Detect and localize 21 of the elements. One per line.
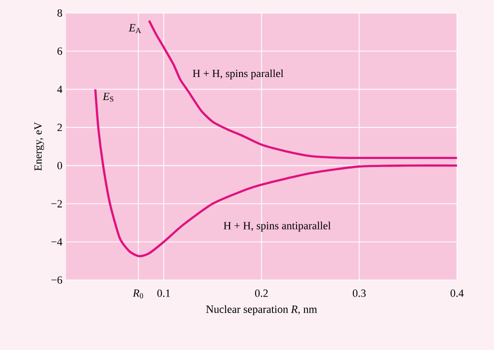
y-tick-label: 0: [57, 162, 62, 170]
x-tick-label: 0.4: [450, 290, 464, 297]
line-series: [94, 88, 458, 258]
x-tick-label: R$_{0}$: [132, 290, 144, 298]
x-tick-label: 0.2: [255, 290, 268, 297]
y-tick-label: 6: [57, 47, 62, 55]
x-tick-label: 0.3: [352, 290, 366, 297]
x-axis-title: Nuclear separation R, nm: [206, 305, 318, 316]
series-label: E$_{A}$: [128, 24, 142, 33]
y-tick-label: 2: [57, 124, 62, 132]
y-tick-label: 4: [57, 86, 62, 93]
y-tick-label: 8: [57, 9, 62, 17]
y-axis-title: Energy, eV: [34, 122, 44, 171]
y-tick-label: −2: [51, 200, 62, 208]
line-series: [148, 20, 458, 160]
annotation: H + H, spins antiparallel: [224, 222, 331, 232]
annotation: H + H, spins parallel: [192, 69, 284, 80]
y-tick-label: −4: [51, 238, 62, 246]
y-tick-label: −6: [51, 276, 62, 284]
series-label: E$_{S}$: [102, 92, 114, 102]
x-tick-label: 0.1: [157, 290, 170, 297]
